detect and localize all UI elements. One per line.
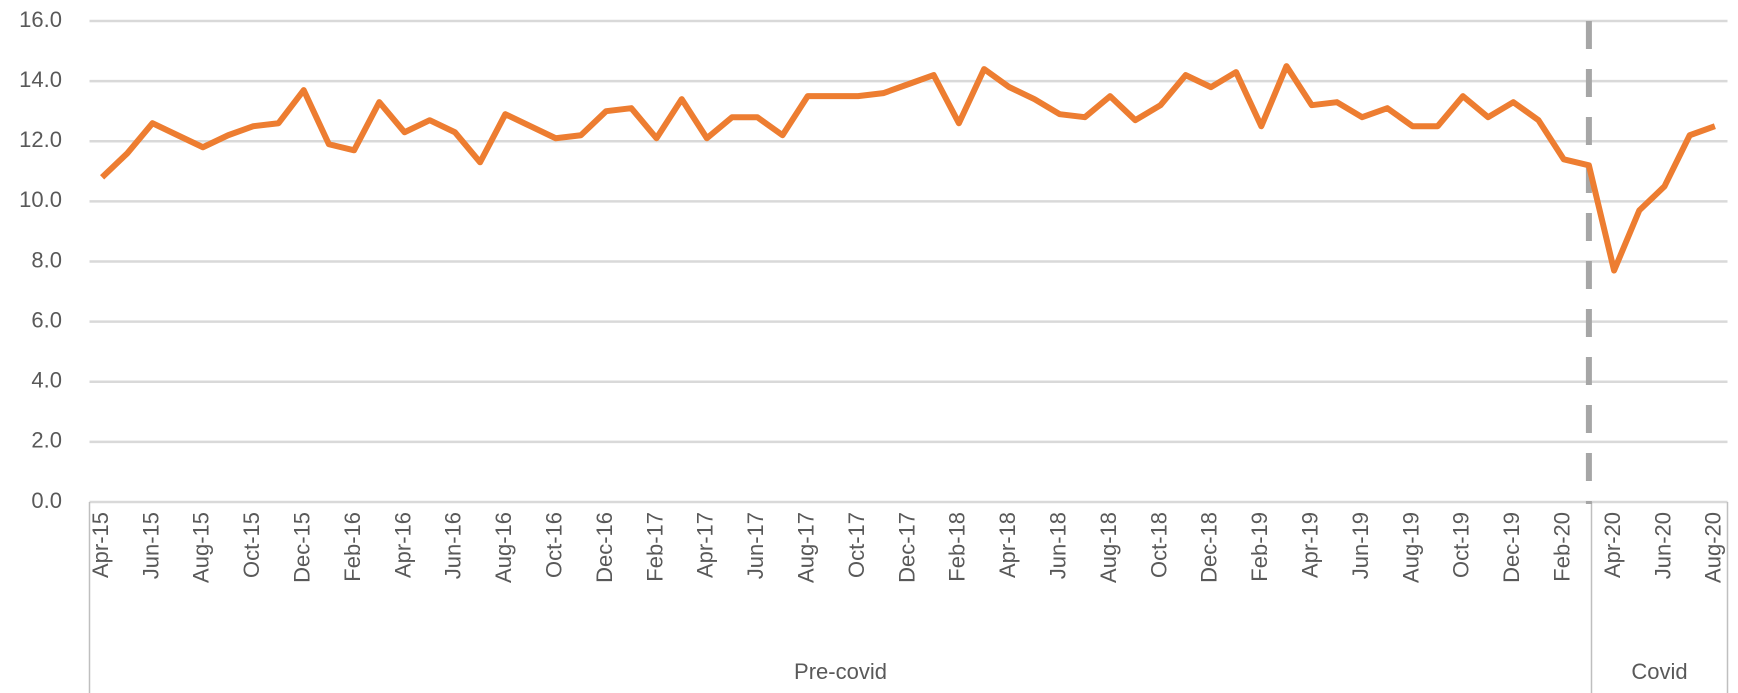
x-tick-label: Oct-18 — [1146, 512, 1171, 578]
x-tick-label: Aug-20 — [1701, 512, 1726, 583]
y-tick-label: 4.0 — [31, 368, 62, 393]
x-tick-label: Aug-16 — [491, 512, 516, 583]
y-tick-label: 0.0 — [31, 488, 62, 513]
x-tick-label: Apr-17 — [693, 512, 718, 578]
group-label: Covid — [1631, 659, 1687, 684]
x-tick-label: Oct-17 — [844, 512, 869, 578]
x-tick-label: Oct-16 — [542, 512, 567, 578]
x-tick-label: Feb-18 — [945, 512, 970, 582]
x-tick-label: Oct-19 — [1449, 512, 1474, 578]
group-label: Pre-covid — [794, 659, 887, 684]
x-tick-label: Feb-20 — [1550, 512, 1575, 582]
data-line — [100, 63, 1716, 274]
x-tick-label: Dec-19 — [1499, 512, 1524, 583]
x-tick-label: Aug-19 — [1398, 512, 1423, 583]
x-tick-label: Aug-15 — [189, 512, 214, 583]
x-tick-label: Feb-16 — [340, 512, 365, 582]
x-tick-label: Dec-15 — [290, 512, 315, 583]
x-tick-label: Feb-19 — [1247, 512, 1272, 582]
x-tick-label: Apr-20 — [1600, 512, 1625, 578]
y-tick-label: 14.0 — [19, 67, 62, 92]
y-tick-label: 12.0 — [19, 127, 62, 152]
x-tick-label: Jun-19 — [1348, 512, 1373, 579]
x-tick-label: Dec-16 — [592, 512, 617, 583]
x-tick-label: Jun-16 — [441, 512, 466, 579]
x-tick-label: Aug-18 — [1096, 512, 1121, 583]
x-tick-label: Jun-17 — [743, 512, 768, 579]
x-tick-label: Jun-15 — [138, 512, 163, 579]
x-tick-label: Jun-20 — [1650, 512, 1675, 579]
y-tick-label: 16.0 — [19, 7, 62, 32]
x-tick-label: Feb-17 — [642, 512, 667, 582]
y-tick-label: 2.0 — [31, 428, 62, 453]
x-tick-label: Apr-16 — [390, 512, 415, 578]
x-tick-label: Dec-17 — [894, 512, 919, 583]
y-tick-label: 8.0 — [31, 247, 62, 272]
x-tick-label: Apr-15 — [88, 512, 113, 578]
x-tick-label: Apr-19 — [1298, 512, 1323, 578]
x-tick-label: Apr-18 — [995, 512, 1020, 578]
y-tick-label: 6.0 — [31, 307, 62, 332]
x-tick-label: Aug-17 — [794, 512, 819, 583]
x-tick-label: Dec-18 — [1197, 512, 1222, 583]
y-tick-label: 10.0 — [19, 187, 62, 212]
x-tick-label: Oct-15 — [239, 512, 264, 578]
x-tick-label: Jun-18 — [1046, 512, 1071, 579]
